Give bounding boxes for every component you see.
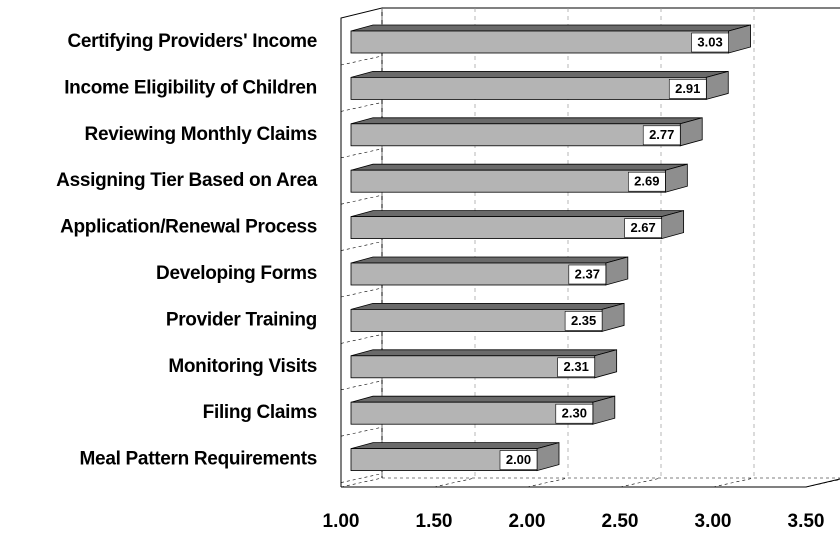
- category-label: Application/Renewal Process: [60, 217, 317, 238]
- x-tick-label: 1.00: [323, 511, 360, 532]
- bar: [350, 30, 729, 54]
- bar-top: [350, 349, 617, 357]
- bar: [350, 123, 681, 147]
- value-label-box: [642, 125, 681, 146]
- category-label: Filing Claims: [203, 402, 317, 423]
- value-label-box: [628, 171, 666, 192]
- value-label-box: [668, 79, 707, 99]
- bar-top: [350, 24, 751, 32]
- x-tick-label: 2.00: [509, 511, 546, 532]
- bar-top: [350, 163, 688, 171]
- bar: [350, 216, 663, 240]
- bar: [350, 262, 607, 286]
- bar: [350, 169, 666, 193]
- wall-tick: [340, 426, 383, 437]
- value-label-box: [568, 264, 607, 285]
- front-axis: [341, 478, 840, 488]
- category-label: Provider Training: [166, 309, 317, 330]
- category-label: Developing Forms: [156, 263, 317, 284]
- bar: [350, 77, 707, 100]
- value-label: 2.35: [571, 313, 596, 328]
- category-label: Certifying Providers' Income: [67, 31, 317, 52]
- wall-tick: [340, 194, 383, 205]
- value-label: 2.37: [575, 266, 600, 281]
- wall-tick: [340, 241, 383, 251]
- value-label-box: [499, 450, 538, 470]
- floor-grid-line: [526, 477, 569, 488]
- value-label: 3.03: [697, 34, 722, 49]
- value-label-box: [624, 218, 662, 238]
- value-label: 2.30: [562, 406, 587, 421]
- x-tick-label: 1.50: [416, 511, 453, 532]
- value-label-box: [555, 403, 594, 424]
- wall-tick: [340, 148, 383, 159]
- value-label: 2.67: [630, 220, 655, 235]
- bar-top: [350, 117, 703, 125]
- wall-tick: [340, 380, 383, 391]
- x-tick-label: 3.50: [788, 511, 825, 532]
- wall-tick: [340, 102, 383, 112]
- value-label-box: [564, 311, 603, 331]
- category-label: Reviewing Monthly Claims: [85, 124, 317, 145]
- category-label: Income Eligibility of Children: [64, 77, 317, 98]
- bar-top: [350, 442, 560, 450]
- value-label: 2.00: [506, 452, 531, 467]
- value-label-box: [557, 357, 595, 378]
- floor-grid-line: [340, 477, 383, 488]
- x-tick-label: 3.00: [695, 511, 732, 532]
- value-label: 2.69: [634, 174, 659, 189]
- wall-tick: [340, 334, 383, 344]
- bar: [350, 308, 603, 332]
- value-label-box: [691, 32, 729, 53]
- floor-grid-line: [712, 477, 755, 488]
- floor-grid-line: [619, 477, 662, 488]
- wall-tick: [340, 55, 383, 66]
- bar-top: [350, 395, 615, 403]
- value-label: 2.31: [564, 359, 589, 374]
- bar-top: [350, 210, 684, 218]
- value-label: 2.91: [675, 81, 700, 96]
- category-label: Monitoring Visits: [168, 356, 317, 377]
- floor-grid-line: [433, 477, 476, 488]
- floor-grid-line: [805, 479, 840, 488]
- x-tick-label: 2.50: [602, 511, 639, 532]
- bar-top: [350, 256, 628, 264]
- value-label: 2.77: [649, 127, 674, 142]
- category-label: Meal Pattern Requirements: [80, 449, 317, 470]
- bar-top: [350, 71, 729, 78]
- wall-tick: [340, 473, 383, 483]
- category-label: Assigning Tier Based on Area: [56, 170, 318, 191]
- bar-top: [350, 302, 625, 310]
- wall-tick: [340, 287, 383, 298]
